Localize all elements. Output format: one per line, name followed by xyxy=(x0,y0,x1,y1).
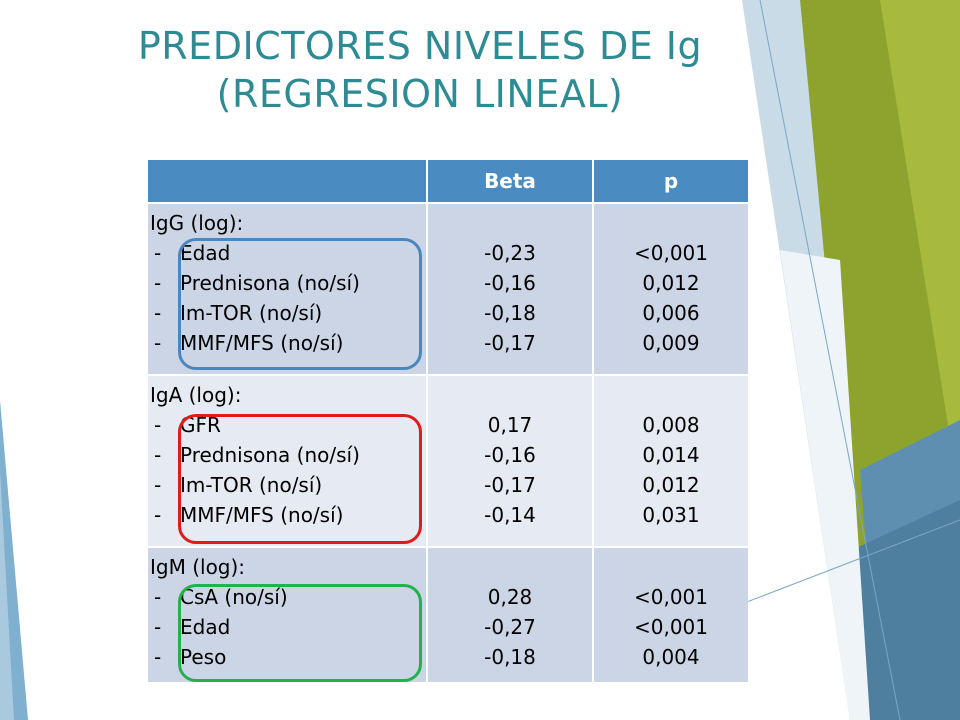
header-variable xyxy=(148,160,427,203)
iga-p-4: 0,031 xyxy=(642,503,700,527)
igg-beta-1: -0,23 xyxy=(484,241,536,265)
igm-p-cell: <0,001 <0,001 0,004 xyxy=(592,546,748,682)
igg-var-1: - Edad xyxy=(154,241,231,265)
table-row-igg: IgG (log): - Edad - Prednisona (no/sí) - Im… xyxy=(148,202,748,375)
title-line-1: PREDICTORES NIVELES DE Ig xyxy=(137,24,703,68)
iga-beta-2: -0,16 xyxy=(484,443,536,467)
igg-p-2: 0,012 xyxy=(642,271,700,295)
iga-variables-cell: IgA (log): - GFR - Prednisona (no/sí) - Im-… xyxy=(148,374,427,547)
igg-variables-cell: IgG (log): - Edad - Prednisona (no/sí) - Im… xyxy=(148,202,427,375)
slide-title: PREDICTORES NIVELES DE Ig (REGRESION LIN… xyxy=(80,22,760,118)
igm-p-2: <0,001 xyxy=(633,615,708,639)
igg-var-3: - Im-TOR (no/sí) xyxy=(154,301,323,325)
title-line-2: (REGRESION LINEAL) xyxy=(216,72,624,116)
right-deco-bright xyxy=(780,250,870,720)
igg-p-1: <0,001 xyxy=(633,241,708,265)
igm-var-1: - CsA (no/sí) xyxy=(154,585,288,609)
table-row-igm: IgM (log): - CsA (no/sí) - Edad - Peso 0,28… xyxy=(148,546,748,682)
igg-p-4: 0,009 xyxy=(642,331,700,355)
iga-var-4: - MMF/MFS (no/sí) xyxy=(154,503,344,527)
table-row-iga: IgA (log): - GFR - Prednisona (no/sí) - Im-… xyxy=(148,374,748,547)
igm-variables-cell: IgM (log): - CsA (no/sí) - Edad - Peso xyxy=(148,546,427,682)
iga-beta-3: -0,17 xyxy=(484,473,536,497)
igg-beta-3: -0,18 xyxy=(484,301,536,325)
igm-beta-2: -0,27 xyxy=(484,615,536,639)
igg-heading: IgG (log): xyxy=(150,211,244,235)
right-deco-green-light xyxy=(880,0,960,500)
igg-p-3: 0,006 xyxy=(642,301,700,325)
iga-heading: IgA (log): xyxy=(150,383,242,407)
iga-p-2: 0,014 xyxy=(642,443,700,467)
header-p: p xyxy=(592,160,748,203)
igg-p-cell: <0,001 0,012 0,006 0,009 xyxy=(592,202,748,375)
iga-beta-cell: 0,17 -0,16 -0,17 -0,14 xyxy=(426,374,593,547)
regression-table: Beta p IgG (log): - Edad - Prednisona (no/… xyxy=(148,160,748,682)
igm-var-3: - Peso xyxy=(154,645,227,669)
right-deco-line xyxy=(759,0,901,720)
iga-var-3: - Im-TOR (no/sí) xyxy=(154,473,323,497)
igg-beta-2: -0,16 xyxy=(484,271,536,295)
iga-var-2: - Prednisona (no/sí) xyxy=(154,443,360,467)
igg-var-4: - MMF/MFS (no/sí) xyxy=(154,331,344,355)
iga-beta-1: 0,17 xyxy=(487,413,533,437)
iga-p-1: 0,008 xyxy=(642,413,700,437)
igm-beta-cell: 0,28 -0,27 -0,18 xyxy=(426,546,593,682)
igg-beta-4: -0,17 xyxy=(484,331,536,355)
igm-p-1: <0,001 xyxy=(633,585,708,609)
header-beta: Beta xyxy=(426,160,593,203)
igm-var-2: - Edad xyxy=(154,615,231,639)
igm-beta-1: 0,28 xyxy=(487,585,533,609)
iga-beta-4: -0,14 xyxy=(484,503,536,527)
iga-p-cell: 0,008 0,014 0,012 0,031 xyxy=(592,374,748,547)
left-deco-triangle-light xyxy=(0,470,14,720)
igm-p-3: 0,004 xyxy=(642,645,700,669)
igm-beta-3: -0,18 xyxy=(484,645,536,669)
table-header-row: Beta p xyxy=(148,160,748,203)
igm-heading: IgM (log): xyxy=(150,555,246,579)
igg-beta-cell: -0,23 -0,16 -0,18 -0,17 xyxy=(426,202,593,375)
igg-var-2: - Prednisona (no/sí) xyxy=(154,271,360,295)
iga-p-3: 0,012 xyxy=(642,473,700,497)
iga-var-1: - GFR xyxy=(154,413,221,437)
